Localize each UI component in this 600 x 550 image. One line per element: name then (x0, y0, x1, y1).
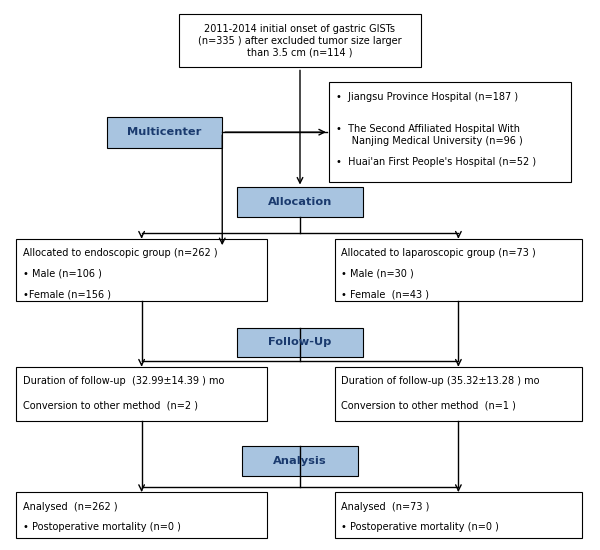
Text: • Postoperative mortality (n=0 ): • Postoperative mortality (n=0 ) (341, 522, 499, 532)
Text: Analysed  (n=73 ): Analysed (n=73 ) (341, 502, 430, 512)
Text: Duration of follow-up (35.32±13.28 ) mo: Duration of follow-up (35.32±13.28 ) mo (341, 376, 540, 386)
FancyBboxPatch shape (329, 82, 571, 182)
FancyBboxPatch shape (16, 367, 267, 421)
FancyBboxPatch shape (236, 188, 364, 217)
FancyBboxPatch shape (16, 492, 267, 538)
Text: Allocated to endoscopic group (n=262 ): Allocated to endoscopic group (n=262 ) (23, 248, 218, 258)
Text: Follow-Up: Follow-Up (268, 337, 332, 348)
FancyBboxPatch shape (335, 492, 582, 538)
FancyBboxPatch shape (335, 367, 582, 421)
Text: Analysed  (n=262 ): Analysed (n=262 ) (23, 502, 118, 512)
FancyBboxPatch shape (335, 239, 582, 301)
Text: Conversion to other method  (n=2 ): Conversion to other method (n=2 ) (23, 400, 198, 411)
Text: Allocation: Allocation (268, 197, 332, 207)
Text: Allocated to laparoscopic group (n=73 ): Allocated to laparoscopic group (n=73 ) (341, 248, 536, 258)
Text: • Postoperative mortality (n=0 ): • Postoperative mortality (n=0 ) (23, 522, 181, 532)
Text: • Male (n=30 ): • Male (n=30 ) (341, 269, 414, 279)
FancyBboxPatch shape (236, 328, 364, 357)
Text: •  Jiangsu Province Hospital (n=187 ): • Jiangsu Province Hospital (n=187 ) (336, 92, 518, 102)
Text: Conversion to other method  (n=1 ): Conversion to other method (n=1 ) (341, 400, 517, 411)
FancyBboxPatch shape (242, 446, 358, 476)
Text: 2011-2014 initial onset of gastric GISTs
(n=335 ) after excluded tumor size larg: 2011-2014 initial onset of gastric GISTs… (198, 24, 402, 57)
Text: • Female  (n=43 ): • Female (n=43 ) (341, 289, 430, 299)
FancyBboxPatch shape (107, 117, 222, 148)
Text: •  Huai'an First People's Hospital (n=52 ): • Huai'an First People's Hospital (n=52 … (336, 157, 536, 167)
Text: Multicenter: Multicenter (127, 127, 202, 137)
Text: Analysis: Analysis (273, 456, 327, 466)
FancyBboxPatch shape (179, 14, 421, 68)
FancyBboxPatch shape (16, 239, 267, 301)
Text: •Female (n=156 ): •Female (n=156 ) (23, 289, 111, 299)
Text: Duration of follow-up  (32.99±14.39 ) mo: Duration of follow-up (32.99±14.39 ) mo (23, 376, 224, 386)
Text: • Male (n=106 ): • Male (n=106 ) (23, 269, 102, 279)
Text: •  The Second Affiliated Hospital With
     Nanjing Medical University (n=96 ): • The Second Affiliated Hospital With Na… (336, 124, 523, 146)
